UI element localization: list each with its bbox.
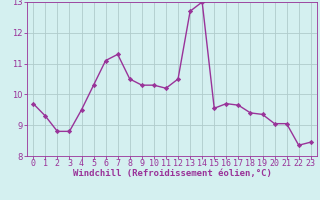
X-axis label: Windchill (Refroidissement éolien,°C): Windchill (Refroidissement éolien,°C) bbox=[73, 169, 271, 178]
